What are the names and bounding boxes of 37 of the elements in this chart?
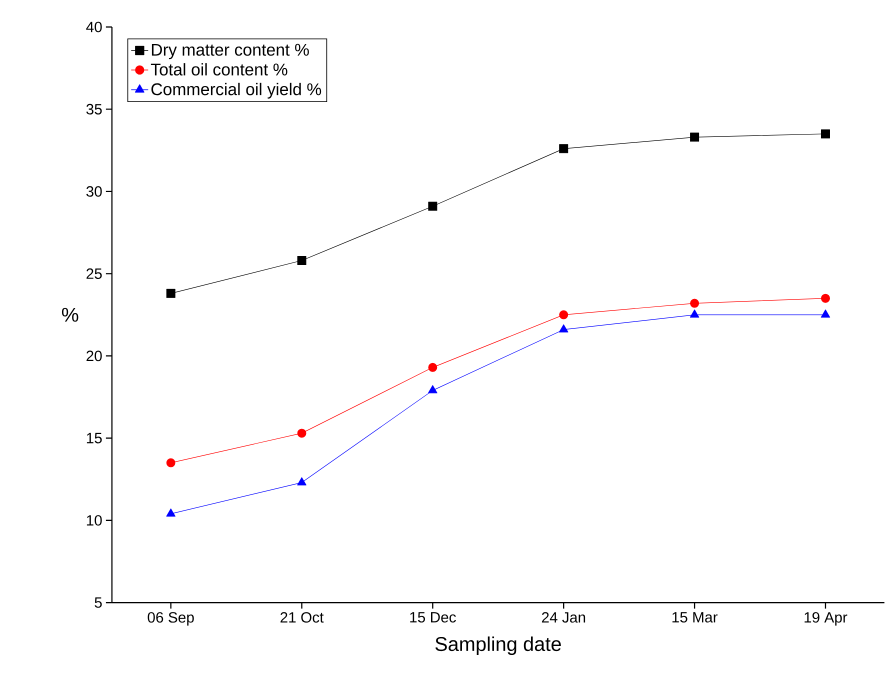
y-axis-title: % [62,308,78,322]
point [559,144,568,154]
point [820,130,830,139]
x-tick-label: 06 Sep [148,612,194,626]
legend-label: Total oil content % [150,63,288,76]
point [559,324,568,333]
x-tick-label: 15 Dec [410,612,456,623]
x-axis-title: Sampling date [435,636,561,656]
y-tick-label: 15 [86,433,102,444]
y-tick-label: 5 [94,598,102,608]
x-tick-label: 15 Mar [672,612,718,623]
y-tick-label: 35 [86,104,102,115]
point [428,385,438,394]
x-tick-label: 24 Jan [542,612,586,623]
legend-label: Commercial oil yield % [151,83,322,99]
y-tick-label: 25 [86,268,102,280]
point [297,477,306,486]
x-tick-label: 21 Oct [280,612,324,623]
y-tick-label: 10 [86,515,102,526]
point [428,363,438,372]
point [820,294,830,304]
point [297,256,306,266]
point [559,310,568,320]
point [428,202,438,211]
y-tick-label: 20 [86,350,102,362]
point [690,299,700,308]
point [166,458,176,468]
point [166,289,176,298]
x-tick-label: 19 Apr [804,612,848,626]
point [690,310,700,318]
point [166,508,176,517]
point [297,428,306,438]
y-tick-label: 30 [86,186,102,197]
point [690,132,700,142]
y-tick-label: 40 [86,22,102,32]
point [820,310,830,318]
legend-label: Dry matter content % [152,44,309,60]
